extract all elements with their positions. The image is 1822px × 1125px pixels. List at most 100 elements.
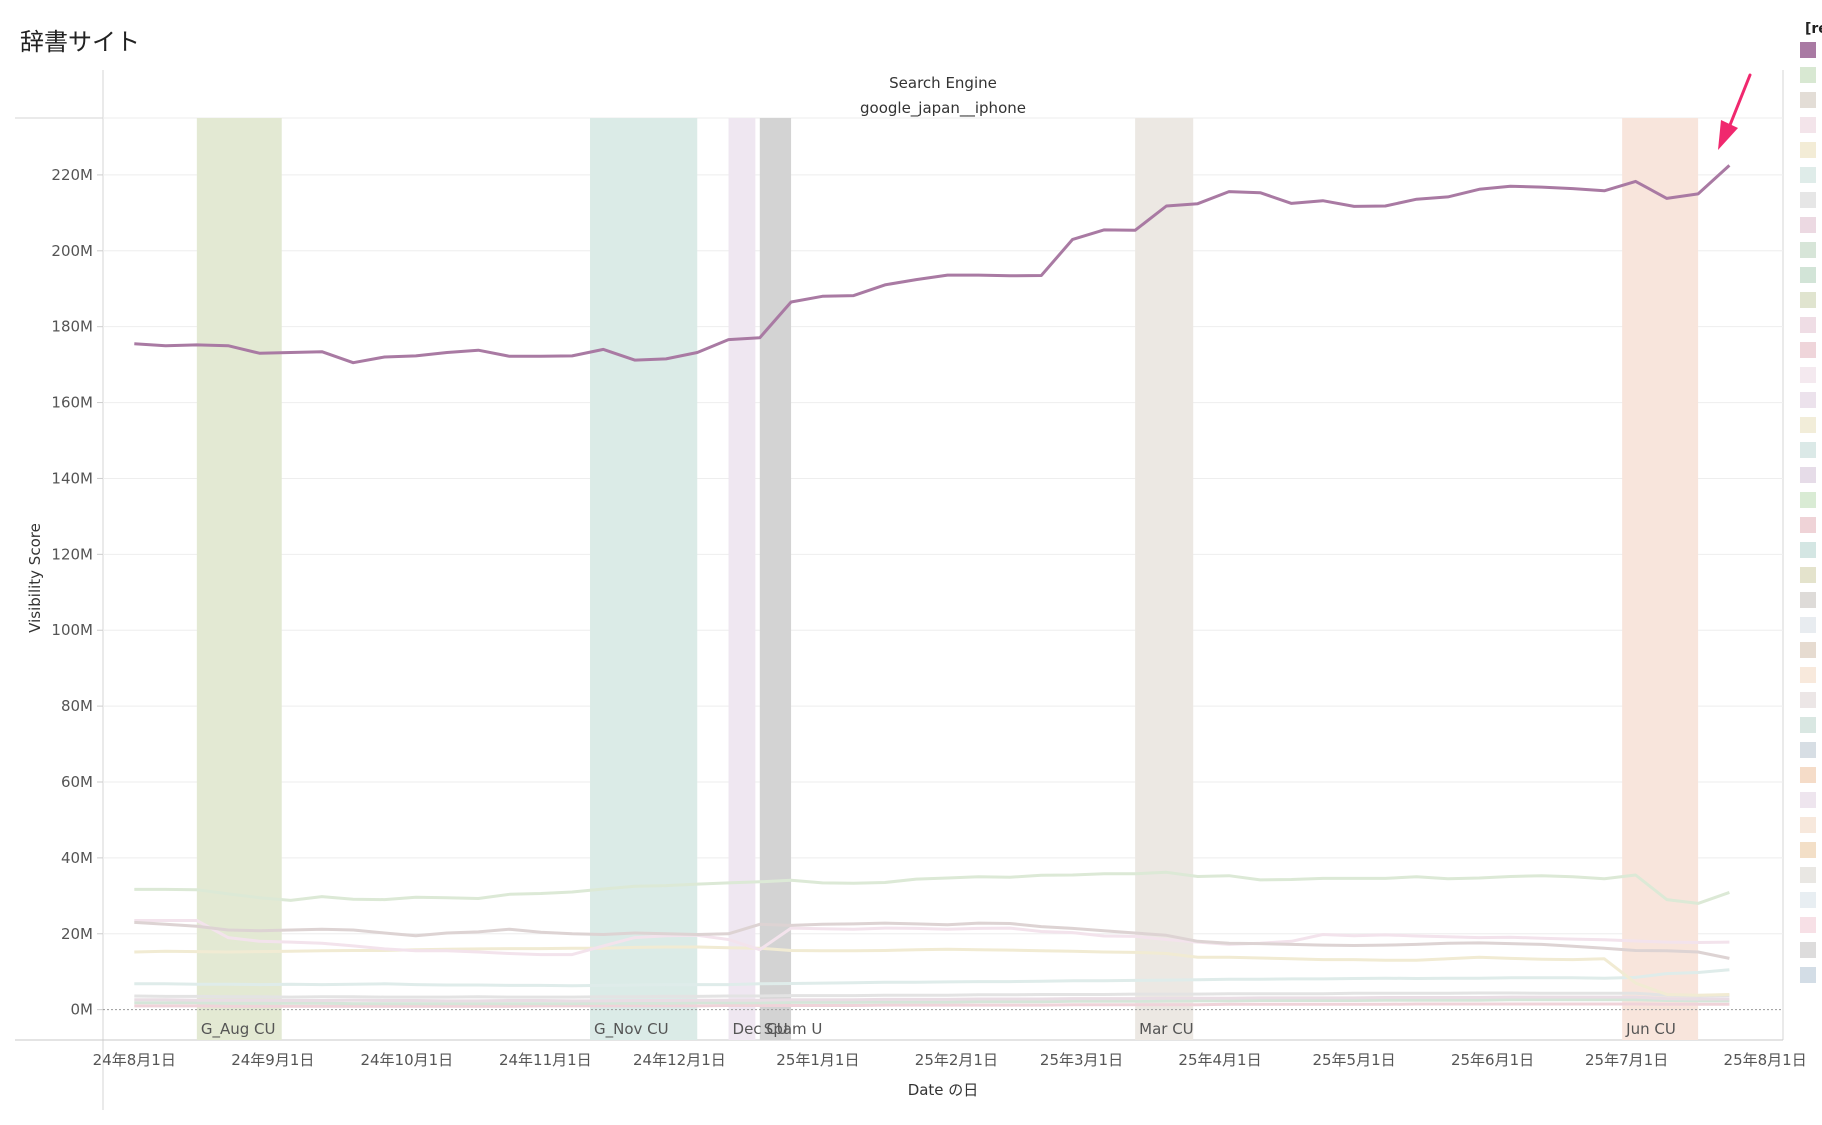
series-line xyxy=(134,919,1730,957)
annotation-band xyxy=(759,118,792,1040)
legend-swatch xyxy=(1800,767,1816,783)
annotation-band-label: Spam U xyxy=(764,1020,823,1038)
y-tick-label: 200M xyxy=(51,242,93,260)
x-tick-label: 25年1月1日 xyxy=(776,1051,859,1069)
legend-swatch xyxy=(1800,517,1816,533)
annotation-bands xyxy=(196,118,1699,1040)
annotation-band xyxy=(1622,118,1699,1040)
annotation-band-label: G_Nov CU xyxy=(594,1020,669,1039)
x-tick-label: 25年7月1日 xyxy=(1585,1051,1668,1069)
x-tick-label: 25年8月1日 xyxy=(1724,1051,1807,1069)
x-tick-label: 24年10月1日 xyxy=(360,1051,453,1069)
y-tick-label: 120M xyxy=(51,545,93,563)
legend-swatch xyxy=(1800,442,1816,458)
legend-swatch xyxy=(1800,367,1816,383)
y-tick-label: 60M xyxy=(61,773,93,791)
legend-swatch xyxy=(1800,542,1816,558)
x-tick-label: 24年8月1日 xyxy=(93,1051,176,1069)
x-tick-label: 25年3月1日 xyxy=(1040,1051,1123,1069)
legend-swatch xyxy=(1800,617,1816,633)
series-lines xyxy=(134,164,1731,1008)
legend-swatch xyxy=(1800,717,1816,733)
y-tick-label: 40M xyxy=(61,849,93,867)
annotation-band xyxy=(728,118,756,1040)
legend-swatch xyxy=(1800,792,1816,808)
annotation-band xyxy=(196,118,282,1040)
page-title: 辞書サイト xyxy=(20,28,140,56)
legend-swatch xyxy=(1800,742,1816,758)
y-tick-label: 180M xyxy=(51,318,93,336)
annotation-band xyxy=(1135,118,1194,1040)
legend-swatch xyxy=(1800,692,1816,708)
y-tick-label: 140M xyxy=(51,469,93,487)
legend-swatch xyxy=(1800,467,1816,483)
legend-swatch xyxy=(1800,567,1816,583)
y-axis-ticks: 0M 20M 40M 60M 80M 100M 120M 140M 160M 180M 200M 22… xyxy=(51,166,103,1019)
legend-swatch xyxy=(1800,342,1816,358)
legend-swatch xyxy=(1800,392,1816,408)
legend-swatch xyxy=(1800,667,1816,683)
legend-swatch xyxy=(1800,867,1816,883)
legend-swatch xyxy=(1800,242,1816,258)
x-tick-label: 25年6月1日 xyxy=(1451,1051,1534,1069)
legend-swatch xyxy=(1800,892,1816,908)
y-tick-label: 20M xyxy=(61,925,93,943)
series-line xyxy=(134,998,1730,1006)
series-line xyxy=(134,920,1730,960)
legend-swatch xyxy=(1800,842,1816,858)
x-tick-label: 24年12月1日 xyxy=(633,1051,726,1069)
legend-swatch xyxy=(1800,492,1816,508)
y-tick-label: 100M xyxy=(51,621,93,639)
legend-swatch xyxy=(1800,917,1816,933)
chart-frame xyxy=(15,70,1784,1110)
y-tick-label: 80M xyxy=(61,697,93,715)
legend-swatch xyxy=(1800,142,1816,158)
x-tick-label: 24年11月1日 xyxy=(499,1051,592,1069)
legend-swatch xyxy=(1800,642,1816,658)
x-tick-label: 25年5月1日 xyxy=(1312,1051,1395,1069)
facet-header-title: Search Engine xyxy=(889,74,997,92)
legend-swatch xyxy=(1800,817,1816,833)
series-line xyxy=(134,968,1730,988)
annotation-band xyxy=(590,118,698,1040)
legend-swatch xyxy=(1800,967,1816,983)
legend-swatch xyxy=(1800,417,1816,433)
series-line xyxy=(134,991,1730,999)
annotation-band-label: Dec CU xyxy=(733,1020,788,1038)
series-line xyxy=(134,995,1730,1003)
annotation-band-label: Jun CU xyxy=(1625,1020,1676,1038)
legend-swatch xyxy=(1800,267,1816,283)
x-tick-label: 24年9月1日 xyxy=(231,1051,314,1069)
legend-title: [re xyxy=(1805,21,1822,37)
x-axis-title: Date の日 xyxy=(908,1081,979,1099)
series-line xyxy=(134,945,1730,997)
legend-swatch xyxy=(1800,317,1816,333)
color-legend: [re xyxy=(1800,21,1822,983)
grid-lines xyxy=(103,174,1783,935)
legend-swatch xyxy=(1800,217,1816,233)
x-tick-label: 25年4月1日 xyxy=(1178,1051,1261,1069)
legend-swatch xyxy=(1800,292,1816,308)
legend-swatch xyxy=(1800,942,1816,958)
legend-swatch xyxy=(1800,192,1816,208)
legend-swatch xyxy=(1800,42,1816,58)
series-line xyxy=(134,164,1731,365)
y-axis-title: Visibility Score xyxy=(26,523,44,633)
series-line xyxy=(134,870,1730,905)
x-axis-ticks: 24年8月1日 24年9月1日 24年10月1日 24年11月1日 24年12月1日 25… xyxy=(93,1051,1807,1069)
y-tick-label: 160M xyxy=(51,394,93,412)
pink-arrow-annotation xyxy=(1718,73,1752,150)
legend-swatch xyxy=(1800,592,1816,608)
legend-swatch xyxy=(1800,92,1816,108)
facet-header-value: google_japan__iphone xyxy=(860,99,1026,118)
annotation-band-label: Mar CU xyxy=(1139,1020,1194,1038)
legend-swatch xyxy=(1800,67,1816,83)
annotation-band-label: G_Aug CU xyxy=(201,1020,276,1039)
legend-swatch xyxy=(1800,117,1816,133)
y-tick-label: 220M xyxy=(51,166,93,184)
x-tick-label: 25年2月1日 xyxy=(915,1051,998,1069)
legend-swatch xyxy=(1800,167,1816,183)
series-line xyxy=(134,1002,1730,1008)
